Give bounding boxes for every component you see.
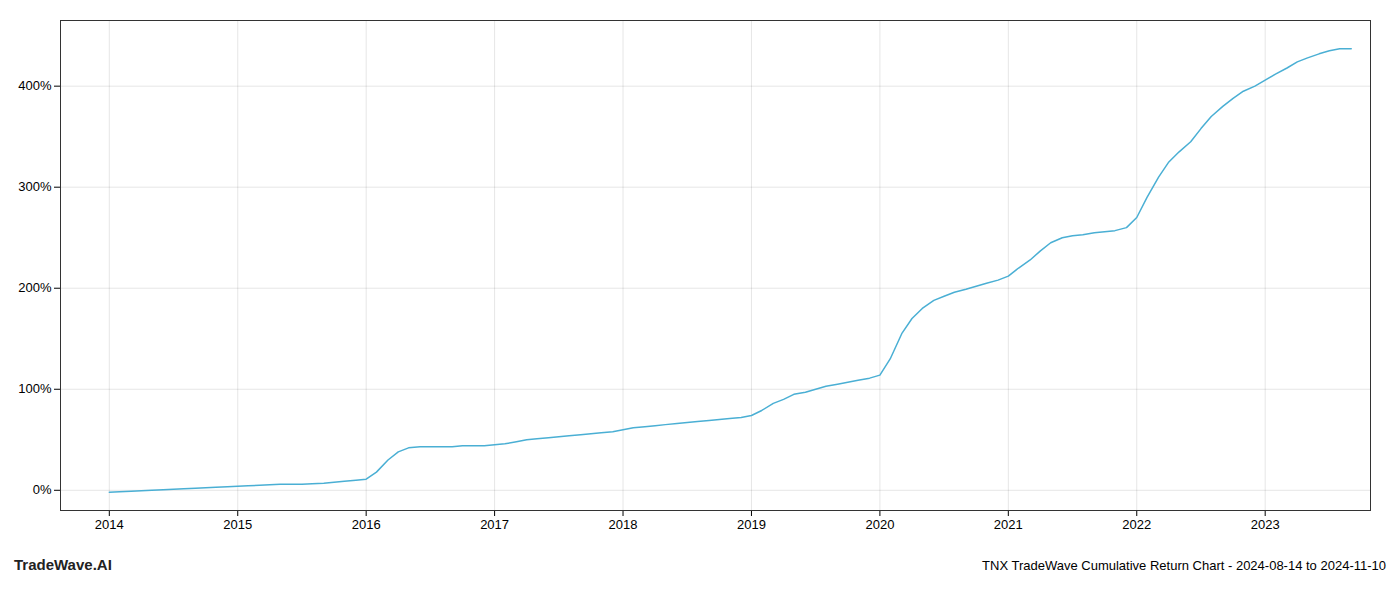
svg-text:2020: 2020 bbox=[865, 517, 894, 532]
svg-text:400%: 400% bbox=[18, 78, 52, 93]
svg-text:2017: 2017 bbox=[480, 517, 509, 532]
svg-text:2021: 2021 bbox=[994, 517, 1023, 532]
svg-text:200%: 200% bbox=[18, 280, 52, 295]
svg-text:2016: 2016 bbox=[352, 517, 381, 532]
html-text:TradeWave.AI: TradeWave.AI bbox=[14, 556, 112, 573]
svg-text:2022: 2022 bbox=[1122, 517, 1151, 532]
svg-text:2023: 2023 bbox=[1251, 517, 1280, 532]
svg-text:2018: 2018 bbox=[609, 517, 638, 532]
svg-text:2014: 2014 bbox=[95, 517, 124, 532]
svg-text:2019: 2019 bbox=[737, 517, 766, 532]
svg-text:0%: 0% bbox=[33, 482, 52, 497]
svg-text:300%: 300% bbox=[18, 179, 52, 194]
html-text:TNX TradeWave Cumulative Retur: TNX TradeWave Cumulative Return Chart - … bbox=[982, 558, 1386, 573]
svg-text:2015: 2015 bbox=[223, 517, 252, 532]
svg-text:100%: 100% bbox=[18, 381, 52, 396]
